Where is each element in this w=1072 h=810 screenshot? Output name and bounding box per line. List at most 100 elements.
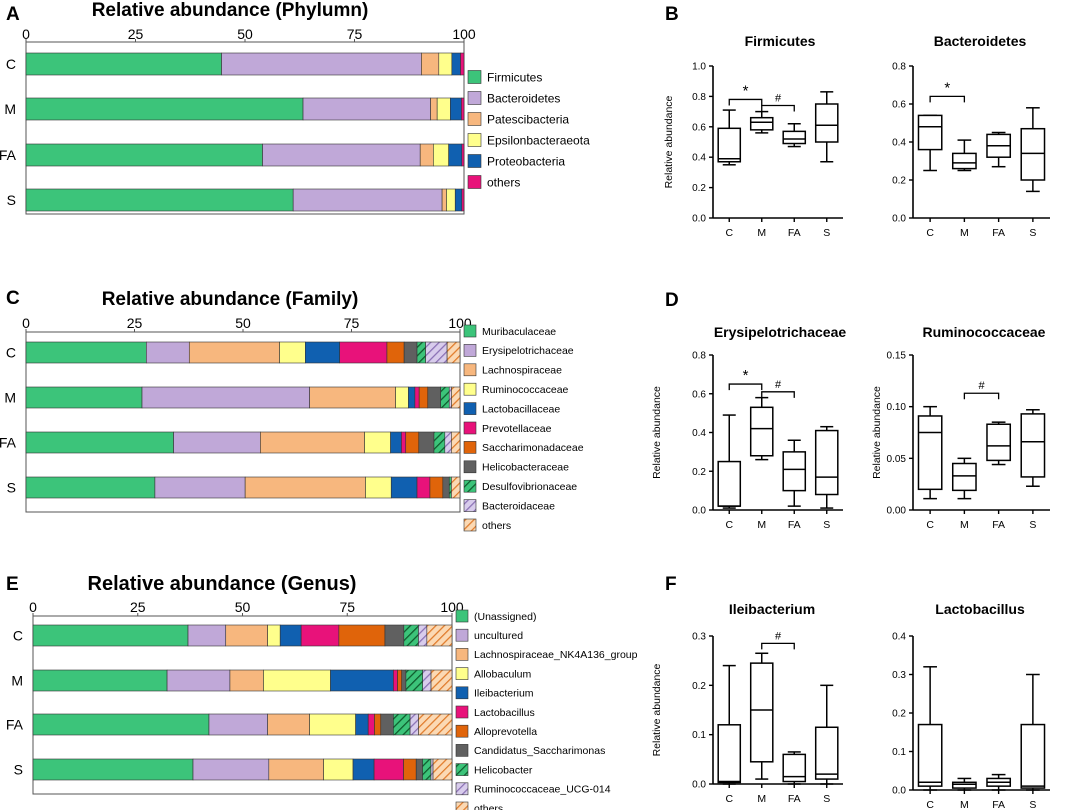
bar-segment xyxy=(292,188,443,212)
box xyxy=(917,114,943,151)
bar-segment xyxy=(438,52,453,76)
bar-segment xyxy=(426,624,453,647)
bar-segment xyxy=(429,476,444,499)
x-tick-label: 25 xyxy=(127,315,143,331)
bar-segment xyxy=(262,143,421,167)
x-tick-label: M xyxy=(960,519,969,531)
bar-segment xyxy=(446,341,461,364)
y-tick-label: 0.2 xyxy=(692,681,706,692)
bar-segment xyxy=(442,476,450,499)
chart-title: Ruminococcaceae xyxy=(923,324,1046,340)
bar-segment xyxy=(409,713,419,736)
bar-segment xyxy=(25,97,304,121)
x-tick-label: S xyxy=(823,519,830,531)
legend-swatch xyxy=(467,70,482,84)
category-label: FA xyxy=(0,435,17,451)
legend-label: Proteobacteria xyxy=(487,154,565,168)
legend-swatch xyxy=(455,667,469,680)
y-tick-label: 0.10 xyxy=(887,402,907,413)
significance-bracket xyxy=(761,642,795,650)
legend-swatch xyxy=(463,402,477,415)
bar-segment xyxy=(418,431,435,454)
x-tick-label: 0 xyxy=(22,26,30,42)
bar-segment xyxy=(25,476,156,499)
significance-mark: # xyxy=(775,93,782,105)
legend-swatch xyxy=(455,801,469,810)
chart-title: Bacteroidetes xyxy=(934,33,1027,49)
x-tick-label: M xyxy=(757,227,766,239)
bar-segment xyxy=(166,669,231,692)
bar-segment xyxy=(451,386,461,409)
legend-label: others xyxy=(482,520,511,532)
box xyxy=(986,423,1012,462)
chart-title: Relative abundance (Genus) xyxy=(88,573,357,595)
x-tick-label: S xyxy=(1029,227,1036,239)
panel-letter-b: B xyxy=(665,4,679,25)
bar-segment xyxy=(32,758,194,781)
significance-bracket xyxy=(761,391,795,398)
bar-segment xyxy=(141,386,310,409)
boxplot-firmicutes: Firmicutes 0.0 0.2 0.4 0.6 0.8 1.0 Relative abu… xyxy=(663,33,843,239)
significance-mark: # xyxy=(978,380,985,392)
legend-swatch xyxy=(455,744,469,757)
x-tick-label: FA xyxy=(788,793,801,805)
x-tick-label: C xyxy=(725,793,733,805)
legend-swatch xyxy=(467,154,482,168)
legend-swatch xyxy=(463,382,477,396)
legend-label: Desulfovibrionaceae xyxy=(482,481,577,493)
significance-bracket xyxy=(761,104,795,112)
y-tick-label: 0.15 xyxy=(887,351,907,362)
legend-label: Epsilonbacteraeota xyxy=(487,133,590,147)
bar-segment xyxy=(323,758,354,781)
bar-segment xyxy=(374,713,382,736)
bar-segment xyxy=(355,713,369,736)
box xyxy=(1020,723,1046,789)
x-tick-label: M xyxy=(960,227,969,239)
legend-label: Lactobacillaceae xyxy=(482,403,560,415)
bar-segment xyxy=(267,713,310,736)
bar-segment xyxy=(221,52,422,76)
bar-segment xyxy=(451,52,461,76)
y-tick-label: 0.2 xyxy=(692,183,706,194)
significance-bracket xyxy=(963,392,1000,400)
bar-segment xyxy=(416,476,431,499)
legend-label: Alloprevotella xyxy=(474,726,537,738)
bar-segment xyxy=(418,713,453,736)
legend-swatch xyxy=(467,91,482,105)
legend-label: Ileibacterium xyxy=(474,688,534,700)
y-tick-label: 0.05 xyxy=(887,454,907,465)
bar-segment xyxy=(380,713,394,736)
legend-swatch xyxy=(455,724,469,738)
bar-segment xyxy=(460,52,465,76)
y-tick-label: 1.0 xyxy=(692,62,706,73)
y-axis-label: Relative abundance xyxy=(651,663,663,756)
legend-label: Lactobacillus xyxy=(474,707,535,719)
y-tick-label: 0.4 xyxy=(692,153,706,164)
box xyxy=(782,451,807,492)
category-label: C xyxy=(6,56,16,72)
x-tick-label: C xyxy=(725,227,733,239)
bar-segment xyxy=(393,713,411,736)
y-tick-label: 0.0 xyxy=(692,780,706,791)
bar-segment xyxy=(401,431,407,454)
bar-segment xyxy=(444,431,452,454)
x-tick-label: 100 xyxy=(452,26,476,42)
legend-swatch xyxy=(467,112,482,126)
box xyxy=(1020,127,1046,181)
x-tick-label: C xyxy=(926,799,934,810)
x-tick-label: 0 xyxy=(22,315,30,331)
x-tick-label: 25 xyxy=(128,26,144,42)
y-tick-label: 0.8 xyxy=(692,351,706,362)
panel-letter-e: E xyxy=(6,574,19,595)
legend-label: Helicobacter xyxy=(474,764,533,776)
bar-segment xyxy=(430,758,434,781)
y-tick-label: 0.4 xyxy=(892,632,906,643)
stacked-chart-E: Relative abundance (Genus)0 25 50 75 100CMFA… xyxy=(6,573,638,810)
y-tick-label: 0.6 xyxy=(692,122,706,133)
category-label: S xyxy=(14,762,23,778)
bar-segment xyxy=(454,188,463,212)
bar-segment xyxy=(229,669,264,692)
x-tick-label: 75 xyxy=(347,26,363,42)
y-axis-label: Relative abundance xyxy=(663,95,675,188)
x-tick-label: 50 xyxy=(237,26,253,42)
